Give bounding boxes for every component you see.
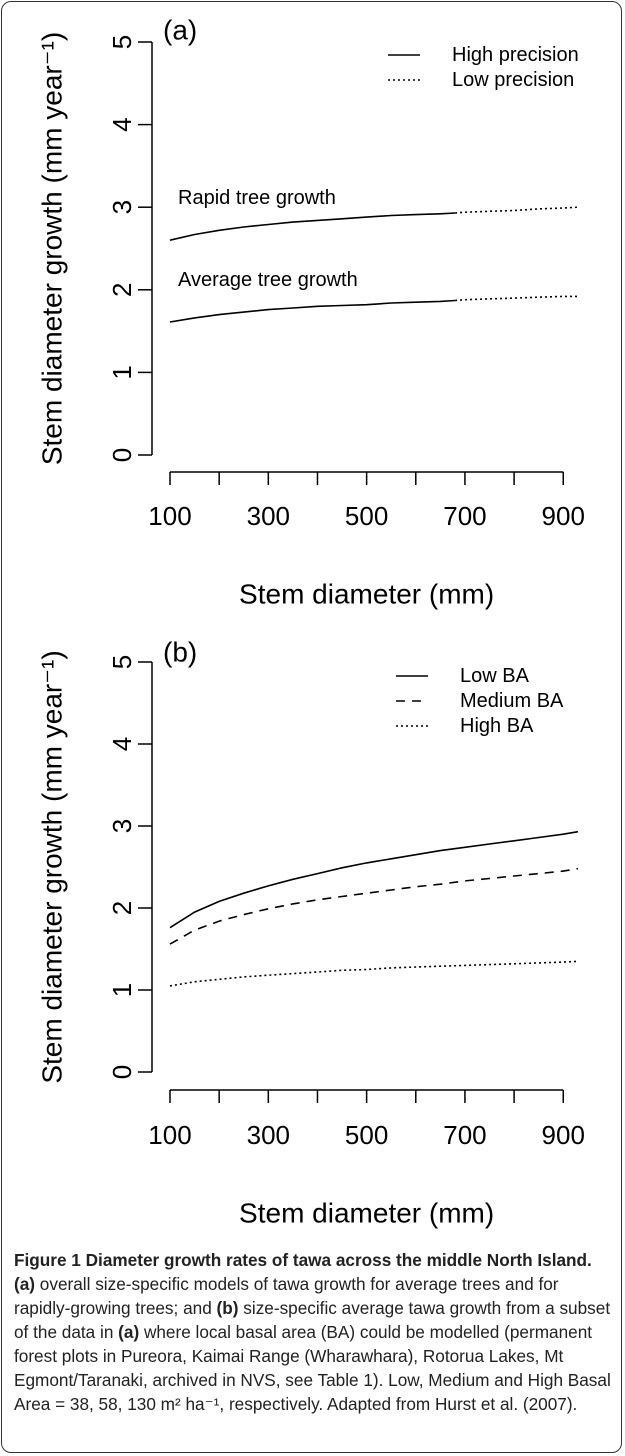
y-tick-label: 1 (107, 983, 137, 997)
chart-panel-2: 0 1 2 3 4 5 100 300 500 700 900 Stem diameter (mm) S… (37, 637, 585, 1229)
panel-label: (a) (163, 15, 197, 46)
series-line-2 (455, 295, 578, 302)
y-tick-label: 4 (107, 117, 137, 131)
y-tick-label: 4 (107, 737, 137, 751)
caption-label-a2: (a) (118, 1322, 140, 1342)
figure-caption: Figure 1 Diameter growth rates of tawa a… (14, 1248, 612, 1416)
x-axis-title: Stem diameter (mm) (239, 1198, 494, 1229)
caption-text-a: overall size-specific models of tawa gro… (14, 1274, 559, 1318)
x-tick-label: 300 (247, 501, 290, 531)
series-line-1 (169, 830, 579, 929)
series-line-2 (169, 867, 579, 945)
x-tick-label: 900 (542, 1120, 585, 1150)
caption-text-rest: where local basal area (BA) could be mod… (14, 1322, 611, 1414)
y-tick-label: 3 (107, 819, 137, 833)
panel-label: (b) (163, 637, 197, 668)
x-tick-label: 900 (542, 501, 585, 531)
y-axis-title: Stem diameter growth (mm year⁻¹) (37, 32, 68, 465)
x-tick-label: 100 (148, 1120, 191, 1150)
y-tick-label: 5 (107, 655, 137, 669)
x-axis-title: Stem diameter (mm) (239, 579, 494, 610)
y-tick-label: 0 (107, 1065, 137, 1079)
x-tick-label: 500 (345, 1120, 388, 1150)
x-tick-label: 500 (345, 501, 388, 531)
legend-label: Low BA (460, 665, 530, 687)
series-line-1 (455, 206, 579, 214)
legend-label: Low precision (452, 69, 574, 91)
chart-panel-1: 0 1 2 3 4 5 100 300 500 700 900 Stem diameter (mm) S… (37, 15, 585, 610)
series-annotation: Rapid tree growth (178, 187, 336, 209)
caption-text-b: size-specific average tawa growth from a… (14, 1298, 611, 1342)
legend-label: High BA (460, 715, 534, 737)
series-line-3 (169, 960, 579, 987)
legend-label: High precision (452, 44, 579, 66)
series-line-1 (169, 212, 456, 241)
y-tick-label: 2 (107, 901, 137, 915)
x-tick-label: 100 (148, 501, 191, 531)
y-tick-label: 1 (107, 365, 137, 379)
x-tick-label: 700 (443, 501, 486, 531)
caption-title: Figure 1 Diameter growth rates of tawa a… (14, 1250, 592, 1270)
y-tick-label: 5 (107, 35, 137, 49)
y-axis-title: Stem diameter growth (mm year⁻¹) (37, 650, 68, 1083)
x-tick-label: 300 (247, 1120, 290, 1150)
y-tick-label: 0 (107, 448, 137, 462)
caption-label-a: (a) (14, 1274, 36, 1294)
caption-label-b: (b) (216, 1298, 239, 1318)
legend-label: Medium BA (460, 690, 564, 712)
series-annotation: Average tree growth (178, 269, 358, 291)
y-tick-label: 3 (107, 200, 137, 214)
x-tick-label: 700 (443, 1120, 486, 1150)
y-tick-label: 2 (107, 283, 137, 297)
series-line-2 (169, 299, 456, 323)
